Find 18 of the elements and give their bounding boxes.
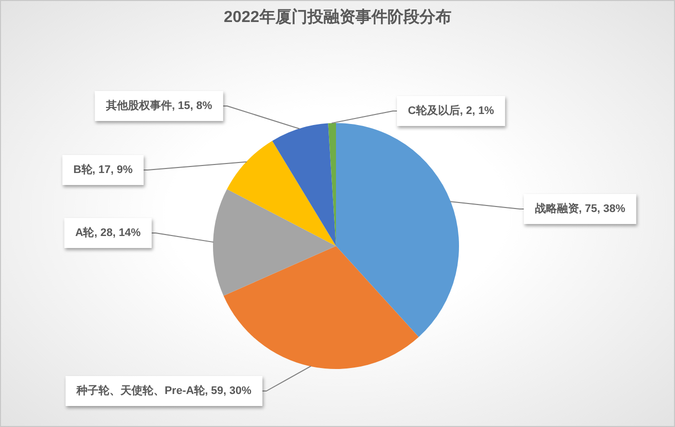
slice-label: B轮 [73, 163, 94, 176]
pie-slice [226, 140, 336, 246]
data-label: , 2, 1% [460, 105, 494, 117]
slice-label: 战略融资 [534, 202, 579, 215]
pie-slice [336, 123, 459, 338]
pie-slice [272, 123, 336, 246]
chart-title: 2022年厦门投融资事件阶段分布 [224, 7, 452, 26]
slice-label: C轮及以后 [408, 104, 460, 117]
data-label: , 15, 8% [172, 100, 212, 112]
slice-label: A轮 [75, 226, 96, 239]
slice-label: 其他股权事件 [104, 99, 172, 112]
slice-label: 种子轮、天使轮、Pre-A轮 [76, 384, 206, 397]
data-label: , 17, 9% [92, 164, 133, 176]
data-label: , 28, 14% [94, 227, 141, 239]
pie-slice [224, 246, 419, 369]
data-label: , 59, 30% [204, 385, 252, 397]
pie-slice [213, 189, 336, 296]
data-label: , 75, 38% [578, 203, 626, 215]
